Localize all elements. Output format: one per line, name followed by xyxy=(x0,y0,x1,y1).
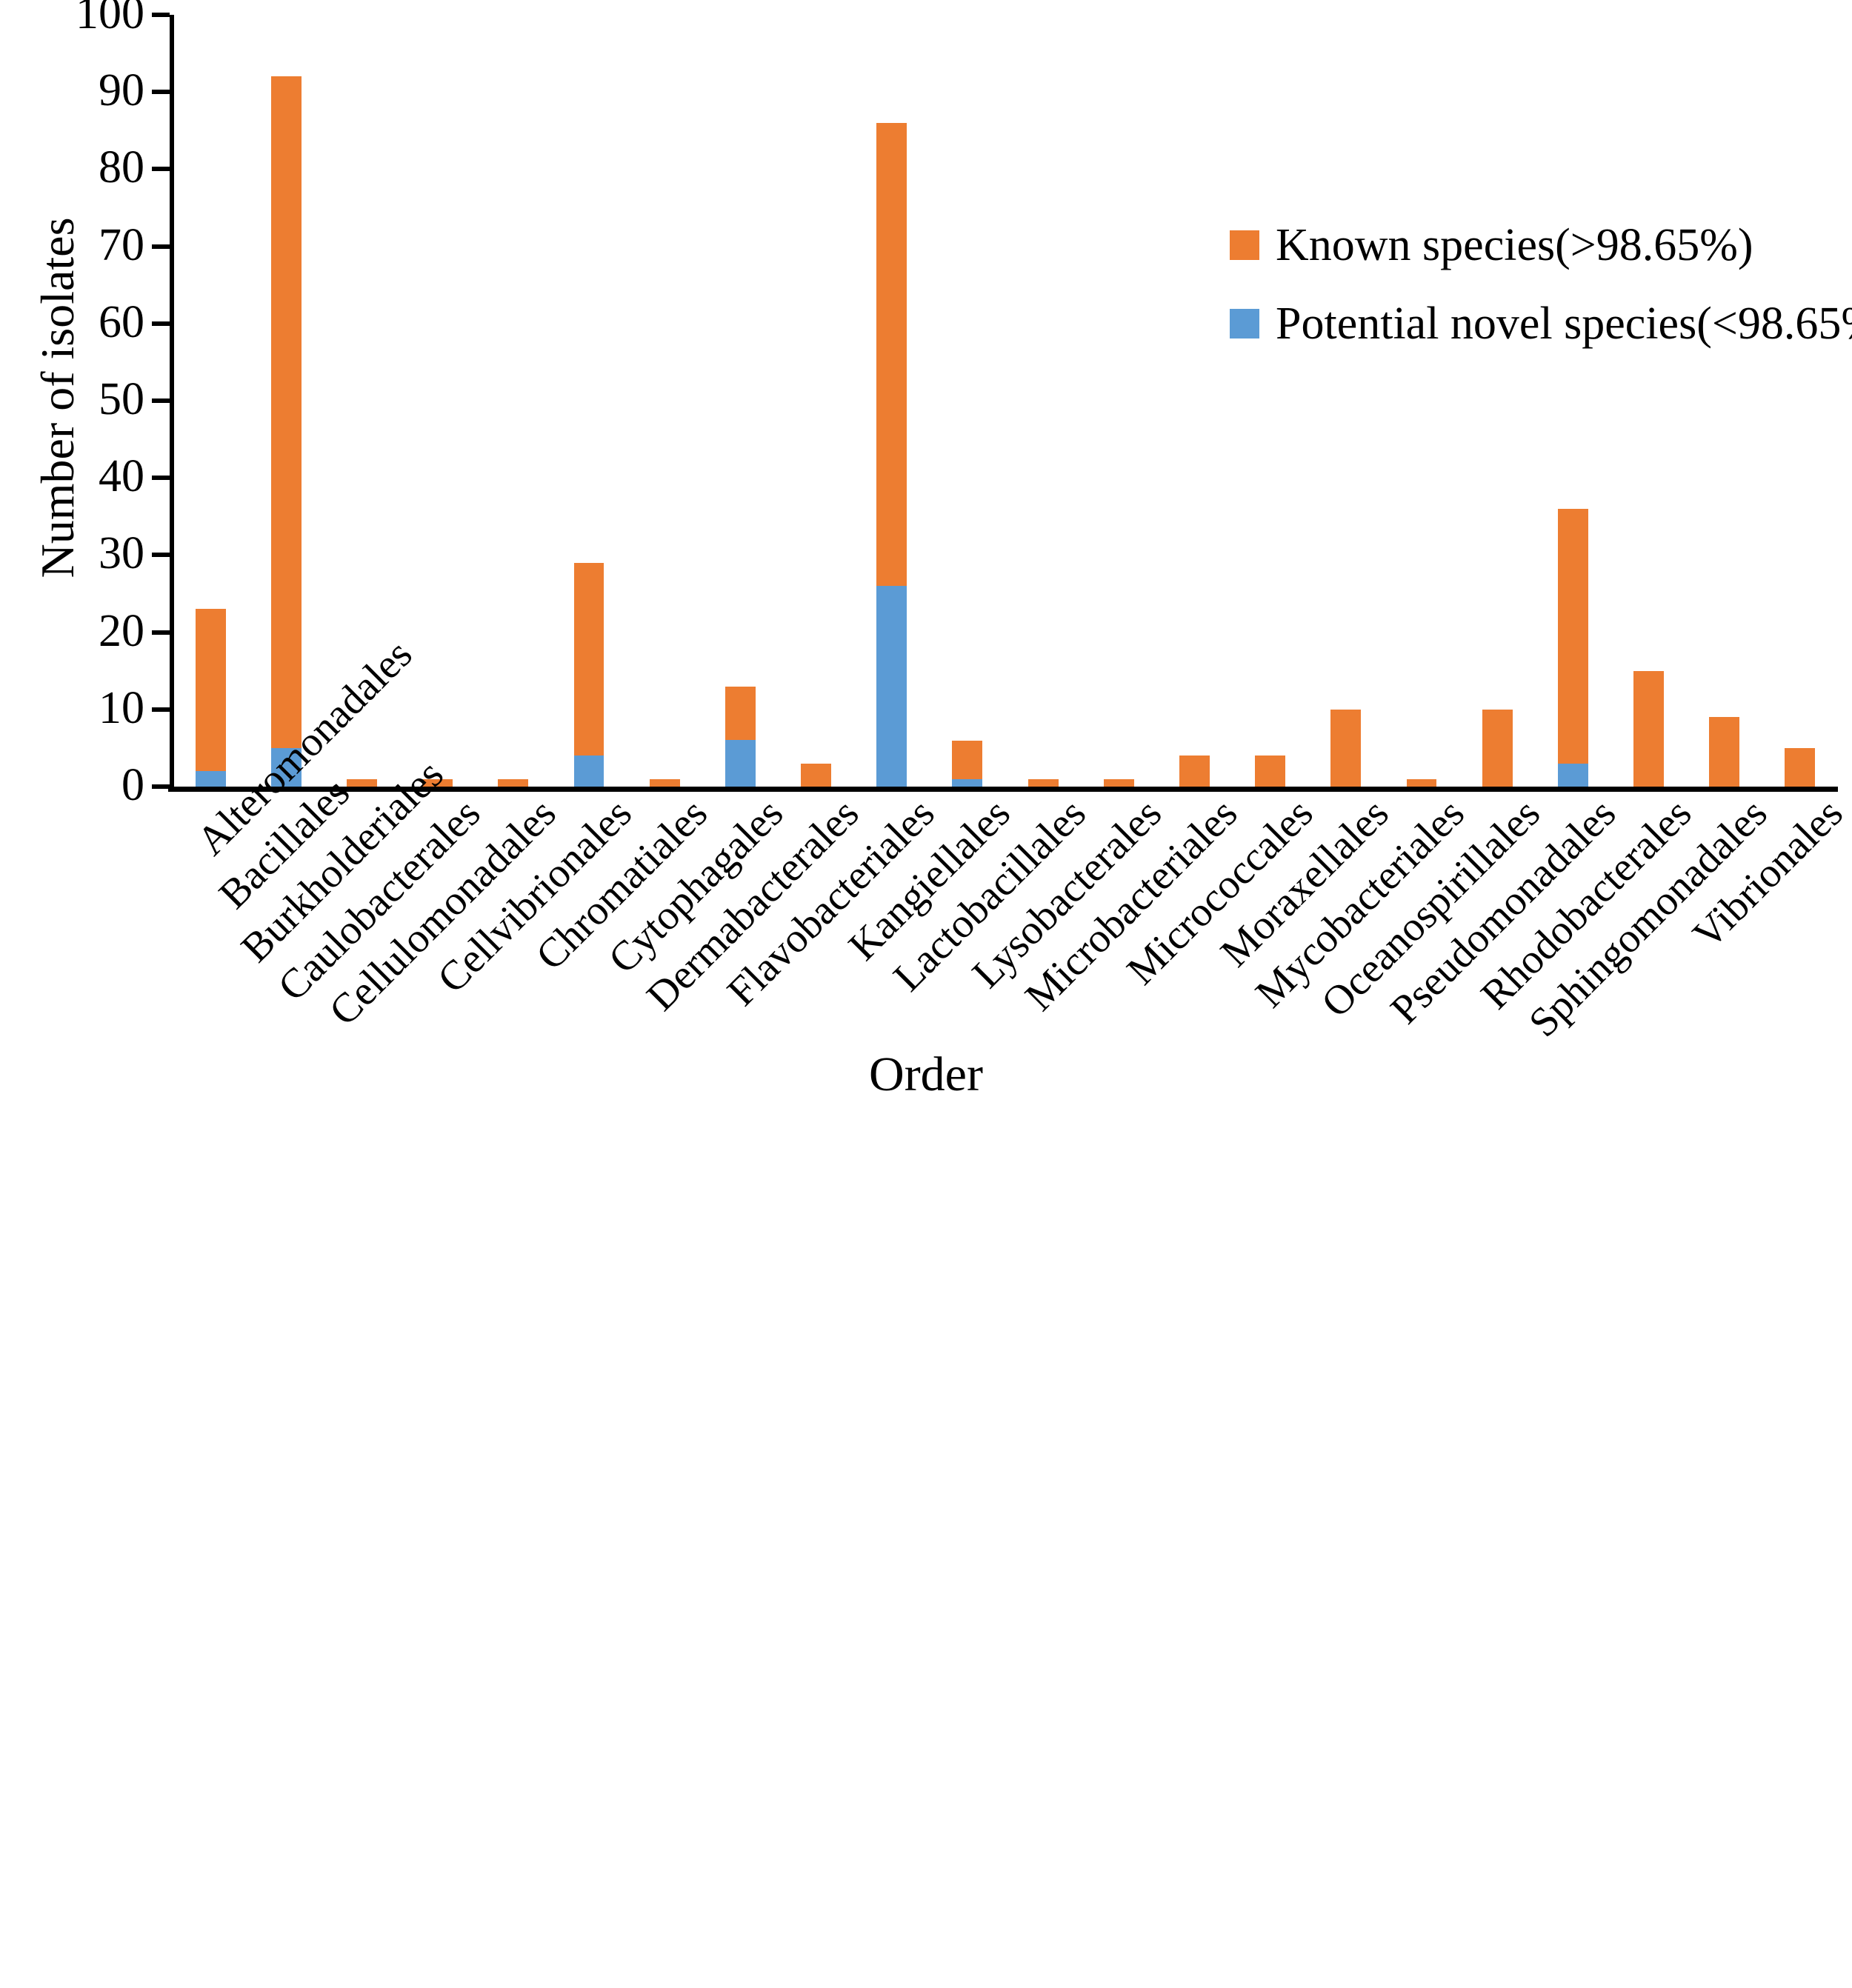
bar-segment-potential-novel xyxy=(876,586,907,787)
bar-alteromonadales[interactable] xyxy=(195,609,226,787)
y-axis-tick xyxy=(152,244,170,249)
legend-swatch-icon xyxy=(1230,309,1259,338)
legend-label: Potential novel species(<98.65%) xyxy=(1276,298,1852,349)
bar-segment-potential-novel xyxy=(725,740,756,787)
y-axis-tick xyxy=(152,321,170,326)
y-axis-tick-labels: 0 10 20 30 40 50 60 70 80 90 100 xyxy=(76,0,144,810)
y-axis-tick xyxy=(152,476,170,481)
bar-oceanospirillales[interactable] xyxy=(1482,709,1513,787)
y-axis-tick xyxy=(152,398,170,403)
y-axis-tick xyxy=(152,553,170,558)
bar-segment-known xyxy=(498,778,529,787)
y-axis-tick-label: 30 xyxy=(99,528,144,579)
bar-segment-known xyxy=(1709,717,1740,787)
bar-microbacteriales[interactable] xyxy=(1179,755,1210,787)
y-axis-tick-label: 10 xyxy=(99,682,144,733)
bar-segment-known xyxy=(1482,709,1513,787)
bar-chart-figure: Number of isolates 0 10 20 30 40 50 60 70 80 90 10… xyxy=(31,0,1852,1101)
bar-segment-known xyxy=(1785,747,1816,787)
y-axis-tick-label: 0 xyxy=(121,760,144,810)
y-axis-tick-label: 40 xyxy=(99,451,144,502)
y-axis-tick xyxy=(152,707,170,712)
bar-cellulomonadales[interactable] xyxy=(498,778,529,787)
bar-micrococcales[interactable] xyxy=(1255,755,1286,787)
plot-area xyxy=(152,13,1838,792)
bar-segment-known xyxy=(1179,755,1210,787)
y-axis-tick xyxy=(152,784,170,789)
bar-segment-potential-novel xyxy=(952,778,983,787)
bar-burkholderiales[interactable] xyxy=(347,778,377,787)
legend-label: Known species(>98.65%) xyxy=(1276,220,1753,270)
bar-segment-known xyxy=(1027,778,1059,787)
bar-segment-potential-novel xyxy=(195,771,226,787)
bar-segment-known xyxy=(347,778,377,787)
bar-lysobacterales[interactable] xyxy=(1103,778,1134,787)
bar-segment-known xyxy=(422,778,453,787)
bar-lactobacillales[interactable] xyxy=(1027,778,1059,787)
y-axis-tick-label: 20 xyxy=(99,605,144,656)
bar-segment-known xyxy=(801,763,831,787)
y-axis-tick xyxy=(152,13,170,17)
bar-segment-potential-novel xyxy=(270,747,302,787)
chart-legend: Known species(>98.65%) Potential novel sp… xyxy=(1230,222,1852,379)
y-axis-tick-label: 100 xyxy=(76,0,144,39)
bar-segment-known xyxy=(876,122,907,587)
bar-vibrionales[interactable] xyxy=(1785,747,1816,787)
bar-sphingomonadales[interactable] xyxy=(1709,717,1740,787)
bar-cytophagales[interactable] xyxy=(725,686,756,787)
y-axis-tick-label: 70 xyxy=(99,219,144,270)
bar-segment-known xyxy=(195,609,226,772)
bar-pseudomonadales[interactable] xyxy=(1557,508,1588,787)
bar-segment-known xyxy=(1255,755,1286,787)
legend-known-species[interactable]: Known species(>98.65%) xyxy=(1230,222,1852,268)
y-axis-tick-label: 80 xyxy=(99,142,144,193)
bar-segment-known xyxy=(573,562,604,756)
bar-segment-known xyxy=(649,778,680,787)
bar-caulobacterales[interactable] xyxy=(422,778,453,787)
bar-segment-known xyxy=(1103,778,1134,787)
bar-segment-potential-novel xyxy=(1557,763,1588,787)
bar-segment-known xyxy=(725,686,756,741)
bar-bacillales[interactable] xyxy=(270,76,302,787)
legend-swatch-icon xyxy=(1230,230,1259,260)
x-axis-line xyxy=(168,787,1838,792)
bar-chromatiales[interactable] xyxy=(649,778,680,787)
y-axis-line xyxy=(170,15,174,787)
bar-segment-known xyxy=(952,740,983,779)
bar-segment-known xyxy=(1330,709,1362,787)
y-axis-tick xyxy=(152,630,170,635)
legend-potential-novel-species[interactable]: Potential novel species(<98.65%) xyxy=(1230,301,1852,347)
bar-segment-potential-novel xyxy=(573,755,604,787)
bar-moraxellales[interactable] xyxy=(1330,709,1362,787)
bar-segment-known xyxy=(270,76,302,748)
bar-dermabacterales[interactable] xyxy=(801,763,831,787)
y-axis-tick-label: 60 xyxy=(99,296,144,347)
y-axis-tick xyxy=(152,90,170,95)
x-axis-title: Order xyxy=(869,1047,983,1101)
bar-kangiellales[interactable] xyxy=(952,740,983,787)
bar-segment-known xyxy=(1406,778,1437,787)
y-axis-tick-label: 90 xyxy=(99,65,144,116)
bar-segment-known xyxy=(1633,670,1664,787)
bar-rhodobacterales[interactable] xyxy=(1633,670,1664,787)
y-axis-tick-label: 50 xyxy=(99,374,144,424)
bar-cellvibrionales[interactable] xyxy=(573,562,604,787)
bar-segment-known xyxy=(1557,508,1588,764)
x-axis-tick-labels: Alteromonadales Bacillales Burkholderiales… xyxy=(173,631,1852,1046)
y-axis-tick xyxy=(152,167,170,172)
bar-mycobacteriales[interactable] xyxy=(1406,778,1437,787)
bar-flavobacteriales[interactable] xyxy=(876,122,907,787)
